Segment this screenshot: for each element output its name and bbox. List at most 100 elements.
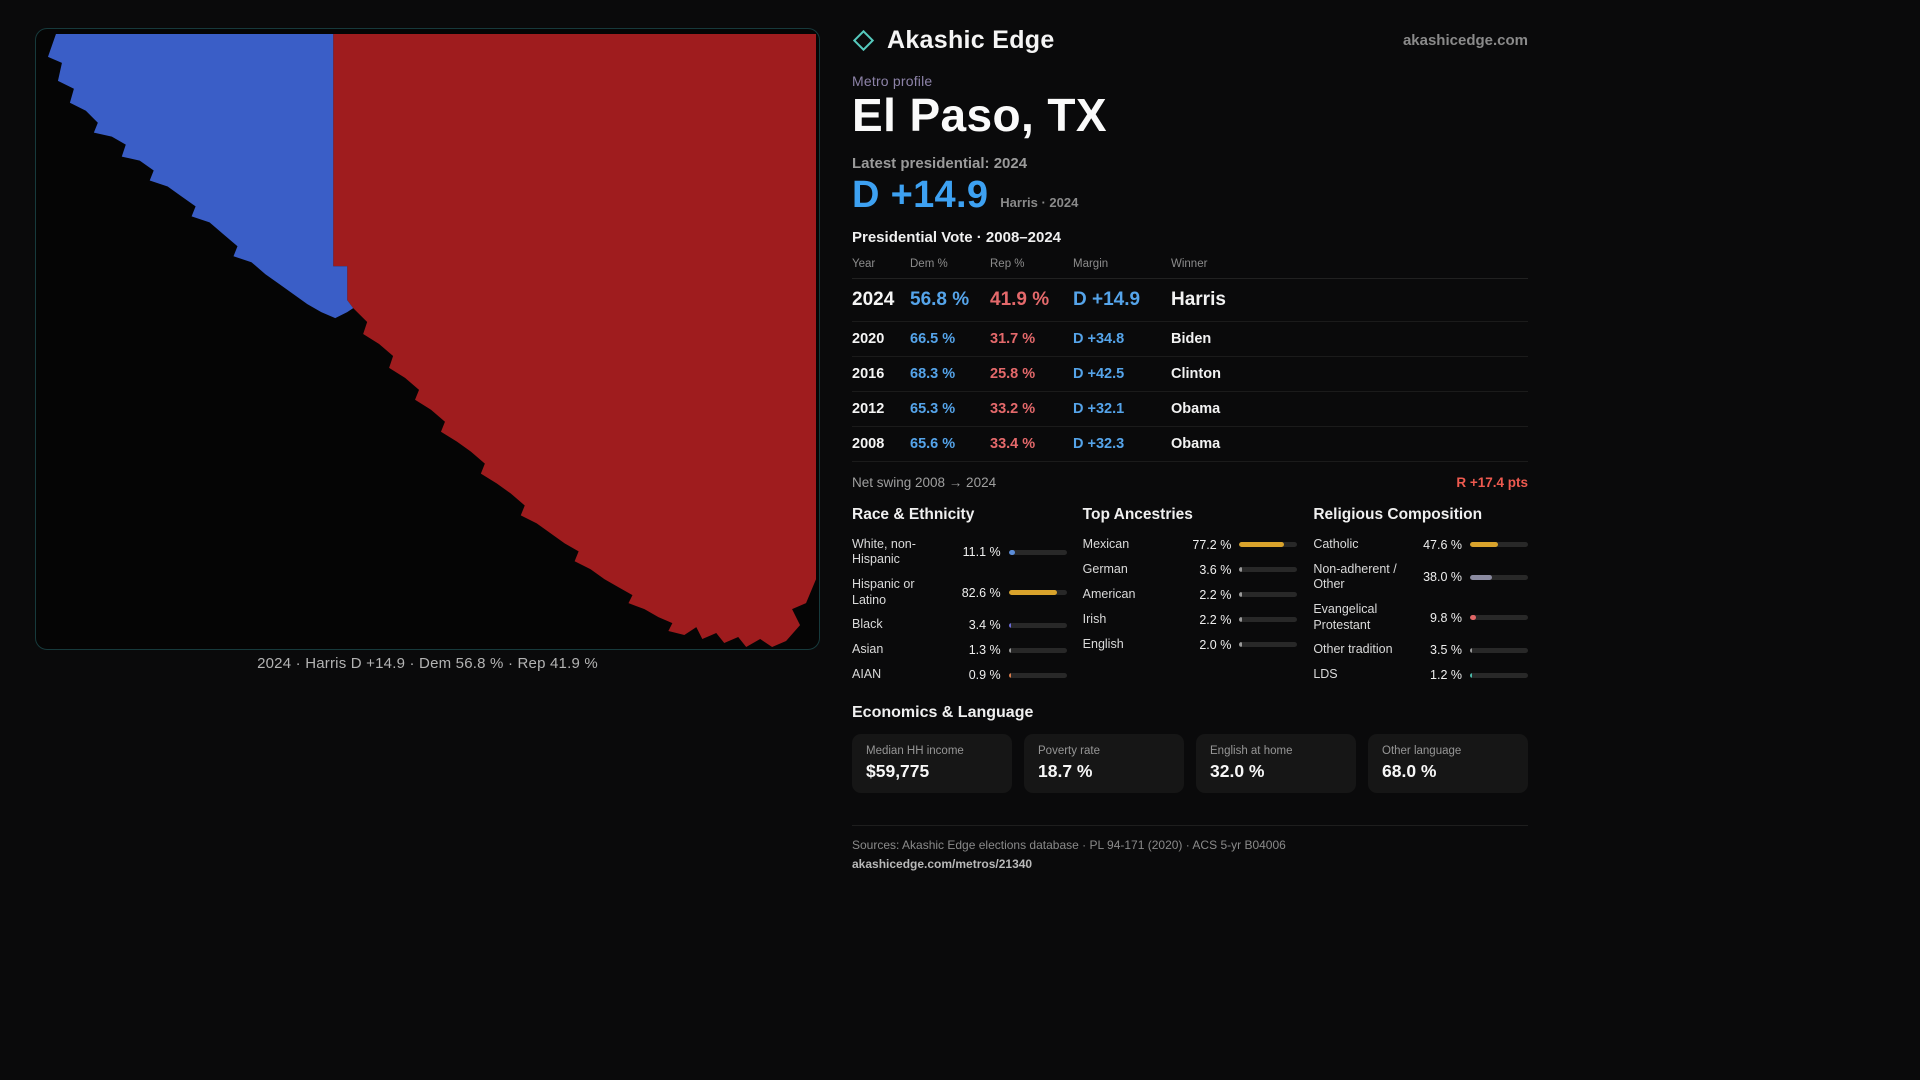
vote-row-2008: 2008 65.6 % 33.4 % D +32.3 Obama	[852, 427, 1528, 463]
net-swing-row: Net swing 2008 → 2024 R +17.4 pts	[852, 462, 1528, 490]
stat-value: 18.7 %	[1038, 760, 1093, 781]
ancestries-title: Top Ancestries	[1082, 506, 1193, 524]
cell-margin: D +14.9	[1073, 289, 1141, 311]
demo-row: Other tradition 3.5 %	[1313, 638, 1528, 663]
map-region-dem	[47, 33, 354, 319]
col-year: Year	[852, 258, 876, 271]
demo-bar-track	[1239, 567, 1298, 573]
brand-row: Akashic Edge akashicedge.com	[852, 26, 1528, 55]
demo-value: 1.3 %	[968, 643, 1001, 658]
stat-value: 32.0 %	[1210, 760, 1265, 781]
headline-detail: Harris · 2024	[1000, 195, 1079, 211]
vote-table-title: Presidential Vote · 2008–2024	[852, 229, 1062, 247]
demo-bar-fill	[1008, 590, 1057, 596]
demo-value: 77.2 %	[1192, 537, 1232, 552]
brand-domain-link[interactable]: akashicedge.com	[1402, 32, 1528, 49]
cell-dem: 68.3 %	[910, 366, 956, 383]
demo-bar-track	[1470, 672, 1528, 678]
col-dem: Dem %	[910, 258, 948, 271]
demo-bar-fill	[1239, 617, 1242, 623]
demo-row: Mexican 77.2 %	[1083, 532, 1298, 557]
cell-margin: D +32.1	[1073, 401, 1125, 418]
demo-bar-fill	[1008, 647, 1011, 653]
demo-label: AIAN	[852, 667, 882, 682]
race-column: Race & Ethnicity White, non-Hispanic 11.…	[852, 506, 1067, 688]
demo-bar-fill	[1470, 647, 1473, 653]
col-rep: Rep %	[990, 258, 1025, 271]
vote-row-2020: 2020 66.5 % 31.7 % D +34.8 Biden	[852, 322, 1528, 358]
map-region-rep	[333, 33, 817, 648]
demo-label: Hispanic or Latino	[852, 577, 915, 607]
religion-column: Religious Composition Catholic 47.6 % No…	[1313, 506, 1528, 688]
demo-bar-fill	[1239, 567, 1242, 573]
demo-label: LDS	[1313, 667, 1338, 682]
demo-row: American 2.2 %	[1083, 582, 1298, 607]
demo-bar-fill	[1470, 574, 1493, 580]
demo-row: Catholic 47.6 %	[1313, 532, 1528, 557]
footer: Sources: Akashic Edge elections database…	[852, 824, 1528, 871]
stat-card-english-at-home: English at home 32.0 %	[1196, 733, 1356, 793]
demo-bar-track	[1470, 574, 1528, 580]
sources-line: Sources: Akashic Edge elections database…	[852, 837, 1286, 852]
demo-row: English 2.0 %	[1083, 632, 1298, 657]
cell-year: 2020	[852, 331, 885, 348]
cell-winner: Obama	[1171, 436, 1221, 453]
demo-bar-track	[1470, 615, 1528, 621]
demo-label: Asian	[852, 642, 884, 657]
cell-margin: D +34.8	[1073, 331, 1125, 348]
demo-bar-fill	[1008, 622, 1011, 628]
stat-label: Median HH income	[866, 744, 964, 757]
demo-row: Hispanic or Latino 82.6 %	[852, 573, 1067, 613]
demo-bar-fill	[1239, 542, 1285, 548]
cell-winner: Obama	[1171, 401, 1221, 418]
cell-dem: 65.3 %	[910, 401, 956, 418]
demo-label: German	[1082, 561, 1128, 576]
demo-value: 82.6 %	[961, 585, 1001, 600]
demo-label: American	[1082, 586, 1136, 601]
election-map-panel	[35, 28, 820, 650]
col-margin: Margin	[1073, 258, 1109, 271]
demo-label: Catholic	[1313, 536, 1359, 551]
economics-title: Economics & Language	[852, 703, 1034, 721]
demo-value: 38.0 %	[1423, 570, 1462, 585]
cell-dem: 66.5 %	[910, 331, 956, 348]
vote-row-2024: 2024 56.8 % 41.9 % D +14.9 Harris	[852, 279, 1528, 323]
demo-bar-track	[1008, 549, 1067, 555]
cell-margin: D +32.3	[1073, 436, 1125, 453]
metro-profile-kicker: Metro profile	[852, 73, 933, 89]
brand-diamond-icon	[852, 29, 875, 52]
demo-value: 2.2 %	[1199, 587, 1232, 602]
demo-bar-fill	[1470, 542, 1498, 548]
ancestries-column: Top Ancestries Mexican 77.2 % German 3.6…	[1083, 506, 1298, 688]
demo-bar-track	[1239, 542, 1298, 548]
permalink[interactable]: akashicedge.com/metros/21340	[852, 856, 1033, 871]
cell-dem: 65.6 %	[910, 436, 956, 453]
cell-winner: Clinton	[1171, 366, 1221, 383]
demo-bar-track	[1239, 617, 1298, 623]
cell-rep: 41.9 %	[990, 289, 1050, 311]
demo-value: 0.9 %	[968, 668, 1001, 683]
cell-year: 2016	[852, 366, 885, 383]
demo-bar-fill	[1008, 549, 1016, 555]
metro-title: El Paso, TX	[852, 89, 1107, 141]
cell-year: 2024	[852, 289, 895, 311]
demo-value: 3.5 %	[1430, 643, 1462, 658]
demo-value: 3.4 %	[968, 618, 1001, 633]
brand: Akashic Edge	[852, 26, 1055, 55]
demo-value: 11.1 %	[962, 545, 1001, 560]
stat-card-median-income: Median HH income $59,775	[852, 733, 1012, 793]
col-winner: Winner	[1171, 258, 1208, 271]
demo-bar-fill	[1239, 592, 1242, 598]
demo-bar-track	[1008, 590, 1067, 596]
demo-bar-track	[1008, 672, 1067, 678]
demo-row: Asian 1.3 %	[852, 638, 1067, 663]
cell-rep: 33.4 %	[990, 436, 1036, 453]
stat-card-poverty-rate: Poverty rate 18.7 %	[1024, 733, 1184, 793]
cell-margin: D +42.5	[1073, 366, 1125, 383]
demo-bar-track	[1008, 622, 1067, 628]
demo-label: Evangelical Protestant	[1313, 602, 1378, 632]
cell-rep: 25.8 %	[990, 366, 1036, 383]
cell-year: 2012	[852, 401, 885, 418]
demo-bar-fill	[1470, 672, 1473, 678]
demo-label: Other tradition	[1313, 642, 1393, 657]
